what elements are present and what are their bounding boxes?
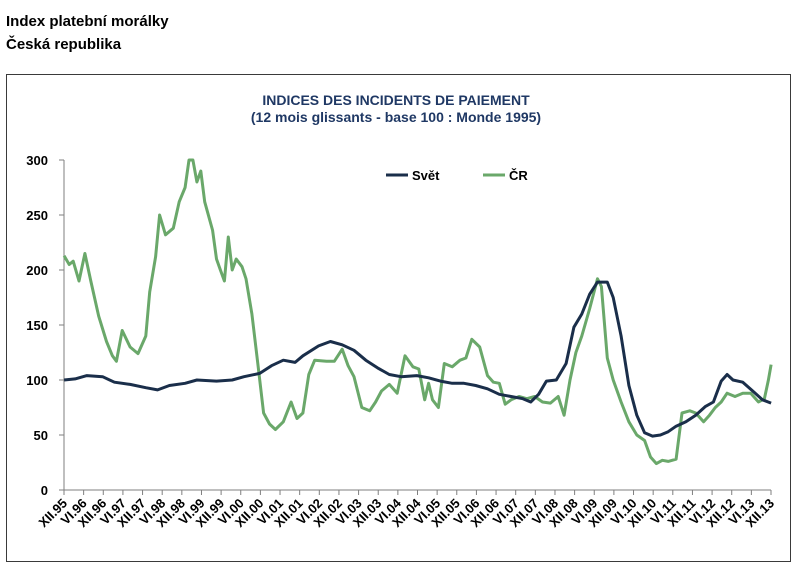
legend: Svět ČR xyxy=(386,168,528,183)
chart-title: INDICES DES INCIDENTS DE PAIEMENT xyxy=(262,92,530,108)
chart-axes xyxy=(63,160,771,491)
heading-line-2: Česká republika xyxy=(6,36,122,53)
series-line-svet xyxy=(63,280,772,438)
x-axis-ticks: XII.95VI.96XII.96VI.97XII.97VI.98XII.98V… xyxy=(35,490,777,530)
chart-subtitle: (12 mois glissants - base 100 : Monde 19… xyxy=(251,109,541,125)
legend-label: Svět xyxy=(412,168,440,183)
chart-frame xyxy=(6,74,791,562)
y-tick-label: 250 xyxy=(26,208,48,223)
y-tick-label: 200 xyxy=(26,263,48,278)
y-axis-ticks: 0 50 100 150 200 250 300 xyxy=(26,153,64,498)
y-tick-label: 100 xyxy=(26,373,48,388)
page-heading: Index platební morálky Česká republika xyxy=(6,10,169,56)
y-tick-label: 300 xyxy=(26,153,48,168)
y-tick-label: 0 xyxy=(41,483,48,498)
heading-line-1: Index platební morálky xyxy=(6,13,169,30)
legend-label: ČR xyxy=(509,168,528,183)
y-tick-label: 50 xyxy=(34,428,48,443)
series-lines xyxy=(62,158,773,466)
y-tick-label: 150 xyxy=(26,318,48,333)
series-line-cr xyxy=(62,158,773,466)
